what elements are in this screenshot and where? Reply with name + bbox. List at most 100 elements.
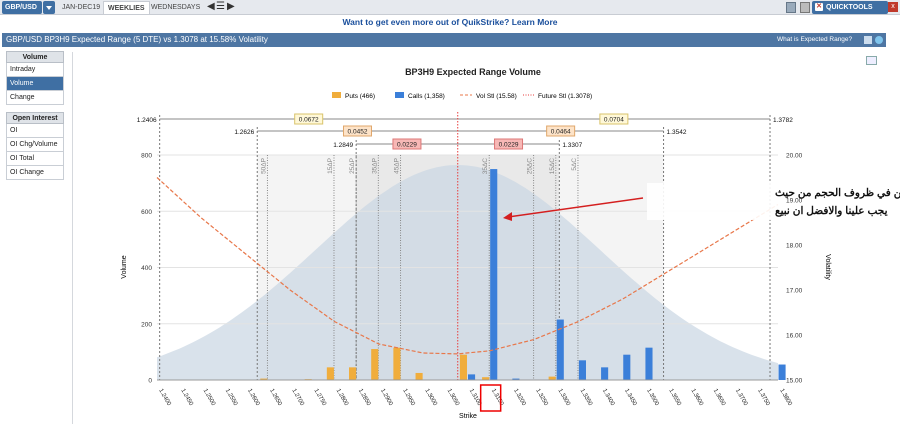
y-axis-title: Volume bbox=[121, 255, 128, 278]
put-bar bbox=[260, 378, 268, 380]
y2-tick-label: 17.00 bbox=[786, 288, 803, 295]
symbol-dropdown-chevron-icon[interactable] bbox=[43, 1, 55, 14]
range-high-label: 1.3307 bbox=[562, 142, 582, 149]
y2-axis-title: Volatility bbox=[824, 254, 831, 280]
x-tick-label: 1.3500 bbox=[645, 388, 660, 407]
put-bar bbox=[371, 349, 379, 380]
tab-weeklies[interactable]: WEEKLIES bbox=[103, 1, 150, 14]
call-bar bbox=[512, 378, 520, 380]
share-icon[interactable] bbox=[864, 36, 872, 44]
x-tick-label: 1.3550 bbox=[667, 388, 682, 407]
legend-vol[interactable]: Vol Stl (15.58) bbox=[476, 93, 517, 100]
range-diff-label: 0.0672 bbox=[299, 117, 319, 124]
x-tick-label: 1.2650 bbox=[268, 388, 283, 407]
vol-smile-line bbox=[156, 177, 779, 355]
range-low-label: 1.2849 bbox=[333, 142, 353, 149]
x-tick-label: 1.2600 bbox=[246, 388, 261, 407]
distribution-area bbox=[157, 165, 778, 380]
x-tick-label: 1.2950 bbox=[401, 388, 416, 407]
sidebar-item-volume[interactable]: Volume bbox=[6, 77, 64, 91]
put-bar bbox=[459, 354, 467, 380]
y2-tick-label: 19.00 bbox=[786, 198, 803, 205]
put-bar bbox=[482, 377, 490, 380]
y-tick-label: 0 bbox=[148, 378, 152, 385]
symbol-selector[interactable]: GBP/USD bbox=[2, 1, 42, 14]
x-tick-label: 1.3400 bbox=[601, 388, 616, 407]
put-bar bbox=[548, 376, 556, 380]
x-tick-label: 1.3700 bbox=[734, 388, 749, 407]
x-tick-label: 1.3200 bbox=[512, 388, 527, 407]
x-tick-label: 1.2800 bbox=[335, 388, 350, 407]
highlighted-strike-box bbox=[479, 384, 502, 412]
close-button[interactable]: x bbox=[888, 2, 898, 12]
x-tick-label: 1.3150 bbox=[490, 388, 505, 407]
x-tick-label: 1.2850 bbox=[357, 388, 372, 407]
range-diff-box bbox=[294, 113, 324, 125]
prev-arrow-icon[interactable]: ◀ bbox=[207, 1, 215, 12]
tab-wednesdays[interactable]: WEDNESDAYS bbox=[151, 4, 201, 11]
call-bar bbox=[556, 319, 564, 380]
x-tick-label: 1.2400 bbox=[157, 388, 172, 407]
x-tick-label: 1.3050 bbox=[446, 388, 461, 407]
y2-tick-label: 18.00 bbox=[786, 243, 803, 250]
put-bar bbox=[393, 347, 401, 380]
annotation-arrow bbox=[507, 197, 644, 218]
x-tick-label: 1.3600 bbox=[690, 388, 705, 407]
sidebar-item-intraday[interactable]: Intraday bbox=[6, 63, 64, 77]
range-diff-label: 0.0229 bbox=[397, 142, 417, 149]
range-diff-box bbox=[392, 138, 422, 150]
delta-label: 15ΔC bbox=[549, 158, 556, 175]
call-bar bbox=[468, 374, 476, 380]
twitter-icon[interactable] bbox=[875, 36, 883, 44]
export-icon[interactable] bbox=[786, 2, 796, 13]
delta-label: 35ΔC bbox=[482, 158, 489, 175]
tab-jan-dec19[interactable]: JAN-DEC19 bbox=[62, 4, 101, 11]
print-icon[interactable] bbox=[800, 2, 810, 13]
x-tick-label: 1.2750 bbox=[313, 388, 328, 407]
x-tick-label: 1.3800 bbox=[778, 388, 793, 407]
next-arrow-icon[interactable]: ▶ bbox=[227, 1, 235, 12]
quicktools-x-icon: ✕ bbox=[815, 3, 823, 11]
sidebar-item-oi-change[interactable]: OI Change bbox=[6, 166, 64, 180]
popout-window-icon[interactable] bbox=[866, 56, 877, 65]
plot-area: 0 200 400 600 800 15.00 16.00 17.00 18.00 19.00 20… bbox=[137, 112, 803, 412]
annotation-arrowhead-icon bbox=[503, 212, 512, 221]
page-title: GBP/USD BP3H9 Expected Range (5 DTE) vs … bbox=[6, 35, 268, 44]
legend-future[interactable]: Future Stl (1.3078) bbox=[538, 93, 592, 100]
delta-label: 15ΔP bbox=[327, 158, 334, 174]
range-diff-box bbox=[342, 125, 372, 137]
x-tick-label: 1.2500 bbox=[202, 388, 217, 407]
range-high-label: 1.3782 bbox=[773, 117, 793, 124]
legend-calls[interactable]: Calls (1,358) bbox=[408, 93, 445, 100]
delta-label: 25ΔP bbox=[349, 158, 356, 174]
put-bar bbox=[349, 367, 357, 380]
sidebar-item-oi-chg-volume[interactable]: OI Chg/Volume bbox=[6, 138, 64, 152]
x-tick-label: 1.3250 bbox=[534, 388, 549, 407]
promo-banner-link[interactable]: Want to get even more out of QuikStrike?… bbox=[342, 17, 558, 27]
x-tick-label: 1.2550 bbox=[224, 388, 239, 407]
quicktools-button[interactable]: QUICKTOOLS bbox=[812, 1, 888, 14]
range-diff-label: 0.0229 bbox=[499, 142, 519, 149]
delta-label: 50ΔP bbox=[260, 158, 267, 174]
range-diff-label: 0.0452 bbox=[348, 129, 368, 136]
x-tick-label: 1.3750 bbox=[756, 388, 771, 407]
what-is-expected-range-link[interactable]: What is Expected Range? bbox=[777, 36, 853, 43]
x-tick-label: 1.2900 bbox=[379, 388, 394, 407]
legend-puts-swatch bbox=[332, 92, 341, 98]
x-axis-title: Strike bbox=[459, 413, 477, 420]
expiry-menu-icon[interactable]: ☰ bbox=[216, 1, 225, 12]
call-bar bbox=[578, 360, 586, 380]
x-tick-label: 1.3000 bbox=[423, 388, 438, 407]
range-diff-box bbox=[546, 125, 576, 137]
top-toolbar: GBP/USD JAN-DEC19 WEEKLIES WEDNESDAYS ◀ … bbox=[0, 0, 900, 15]
legend-puts[interactable]: Puts (466) bbox=[345, 93, 375, 100]
sidebar-item-oi-total[interactable]: OI Total bbox=[6, 152, 64, 166]
sidebar: Volume Intraday Volume Change Open Inter… bbox=[6, 51, 64, 180]
range-high-label: 1.3542 bbox=[667, 129, 687, 136]
sidebar-item-oi[interactable]: OI bbox=[6, 124, 64, 138]
delta-label: 35ΔP bbox=[371, 158, 378, 174]
x-tick-label: 1.3300 bbox=[556, 388, 571, 407]
chart-title: BP3H9 Expected Range Volume bbox=[405, 67, 541, 77]
x-tick-label: 1.3650 bbox=[712, 388, 727, 407]
sidebar-item-change[interactable]: Change bbox=[6, 91, 64, 105]
